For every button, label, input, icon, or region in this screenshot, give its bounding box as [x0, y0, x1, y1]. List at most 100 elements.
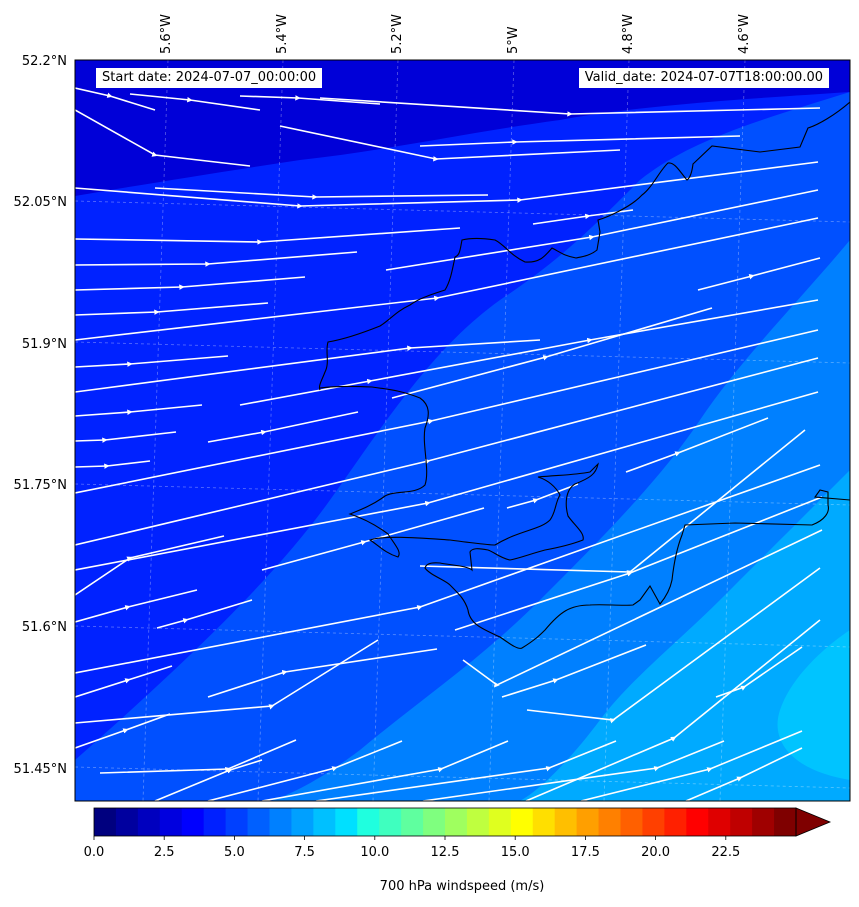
streamline — [261, 507, 485, 571]
lat-label: 52.2°N — [22, 54, 67, 69]
streamline — [129, 93, 261, 111]
streamline — [75, 535, 225, 596]
colorbar-tick-label: 12.5 — [431, 845, 460, 860]
lat-label: 51.9°N — [22, 337, 67, 352]
colorbar-tick-label: 10.0 — [360, 845, 389, 860]
lon-label: 5°W — [506, 26, 521, 54]
streamline — [525, 619, 821, 801]
coastline — [318, 101, 850, 649]
field-band-brightcyan — [777, 630, 850, 780]
colorbar-segment — [686, 808, 709, 836]
streamline — [75, 109, 251, 167]
colorbar-tick-label: 2.5 — [154, 845, 175, 860]
streamline — [75, 357, 819, 546]
streamline — [697, 257, 821, 291]
streamline — [75, 227, 461, 245]
streamline — [279, 125, 621, 162]
streamline — [75, 302, 269, 316]
colorbar-segment — [598, 808, 621, 836]
streamline — [419, 135, 741, 147]
streamline — [75, 589, 198, 623]
colorbar-segment — [510, 808, 534, 836]
lat-label: 52.05°N — [14, 195, 67, 210]
colorbar-ticks: 0.0 2.5 5.0 7.5 10.0 12.5 15.0 17.5 20.0 22.5 — [84, 836, 740, 860]
streamline — [75, 217, 819, 341]
colorbar-tick-label: 7.5 — [294, 845, 315, 860]
streamline — [319, 97, 821, 117]
colorbar-segment — [357, 808, 380, 836]
colorbar-segment — [401, 808, 424, 836]
lon-label: 5.2°W — [390, 14, 405, 54]
colorbar-segment — [159, 808, 183, 836]
streamline — [580, 730, 803, 801]
streamline — [685, 747, 803, 801]
streamline — [239, 299, 819, 406]
colorbar-segment — [730, 808, 753, 836]
colorbar-segment — [664, 808, 687, 836]
streamline — [75, 251, 358, 267]
streamline — [75, 460, 151, 469]
valid-date-box: Valid_date: 2024-07-07T18:00:00.00 — [578, 68, 829, 88]
colorbar-segment — [532, 808, 556, 836]
colorbar-segment — [291, 808, 314, 836]
colorbar-extend-triangle — [795, 807, 832, 837]
latitude-labels: 52.2°N 52.05°N 51.9°N 51.75°N 51.6°N 51.… — [14, 54, 67, 777]
streamline — [75, 464, 821, 674]
lon-label: 4.8°W — [621, 14, 636, 54]
colorbar-tick-label: 0.0 — [84, 845, 105, 860]
colorbar-segment — [94, 808, 117, 836]
valid-date-label: Valid_date: 2024-07-07T18:00:00.00 — [584, 70, 823, 85]
field-band-dark — [75, 60, 850, 196]
lon-label: 5.6°W — [159, 14, 174, 54]
colorbar-tick-label: 22.5 — [711, 845, 740, 860]
streamline — [207, 648, 438, 698]
colorbar-tick-label: 20.0 — [641, 845, 670, 860]
coastline-north — [318, 101, 850, 391]
colorbar-segment — [576, 808, 600, 836]
streamline — [75, 355, 229, 368]
streamline — [462, 529, 823, 688]
lat-label: 51.45°N — [14, 762, 67, 777]
colorbar-segment — [488, 808, 512, 836]
streamline — [501, 644, 647, 698]
colorbar-segment — [225, 808, 249, 836]
longitude-labels: 5.6°W 5.4°W 5.2°W 5°W 4.8°W 4.6°W — [159, 14, 752, 54]
streamline — [506, 483, 579, 509]
lon-label: 4.6°W — [737, 14, 752, 54]
colorbar-segment — [269, 808, 292, 836]
streamline — [154, 759, 263, 801]
colorbar-segment — [423, 808, 446, 836]
colorbar-segment — [137, 808, 161, 836]
colorbar-segment — [642, 808, 665, 836]
streamline — [75, 276, 306, 291]
colorbar-segment — [379, 808, 402, 836]
colorbar-tick-label: 17.5 — [571, 845, 600, 860]
streamline — [75, 639, 379, 724]
streamline — [422, 740, 725, 801]
streamline — [75, 161, 819, 209]
streamline — [154, 187, 489, 200]
map-frame — [74, 59, 851, 802]
streamline — [391, 307, 713, 399]
colorbar-segment — [115, 808, 139, 836]
streamline — [156, 599, 253, 629]
streamline — [239, 95, 381, 105]
colorbar-segment — [708, 808, 731, 836]
colorbar-segment — [620, 808, 643, 836]
coastline-bay — [319, 385, 850, 649]
colorbar-segment — [335, 808, 358, 836]
colorbar-segment — [203, 808, 227, 836]
streamline — [315, 740, 617, 801]
streamline — [75, 87, 156, 111]
streamline — [75, 329, 819, 494]
colorbar-segment — [774, 808, 797, 836]
streamline — [625, 417, 769, 473]
streamline — [207, 740, 403, 801]
streamline — [715, 646, 803, 698]
lat-label: 51.6°N — [22, 620, 67, 635]
streamline — [526, 567, 821, 724]
colorbar-segment — [445, 808, 468, 836]
windspeed-field — [75, 60, 850, 801]
streamline — [454, 496, 823, 631]
